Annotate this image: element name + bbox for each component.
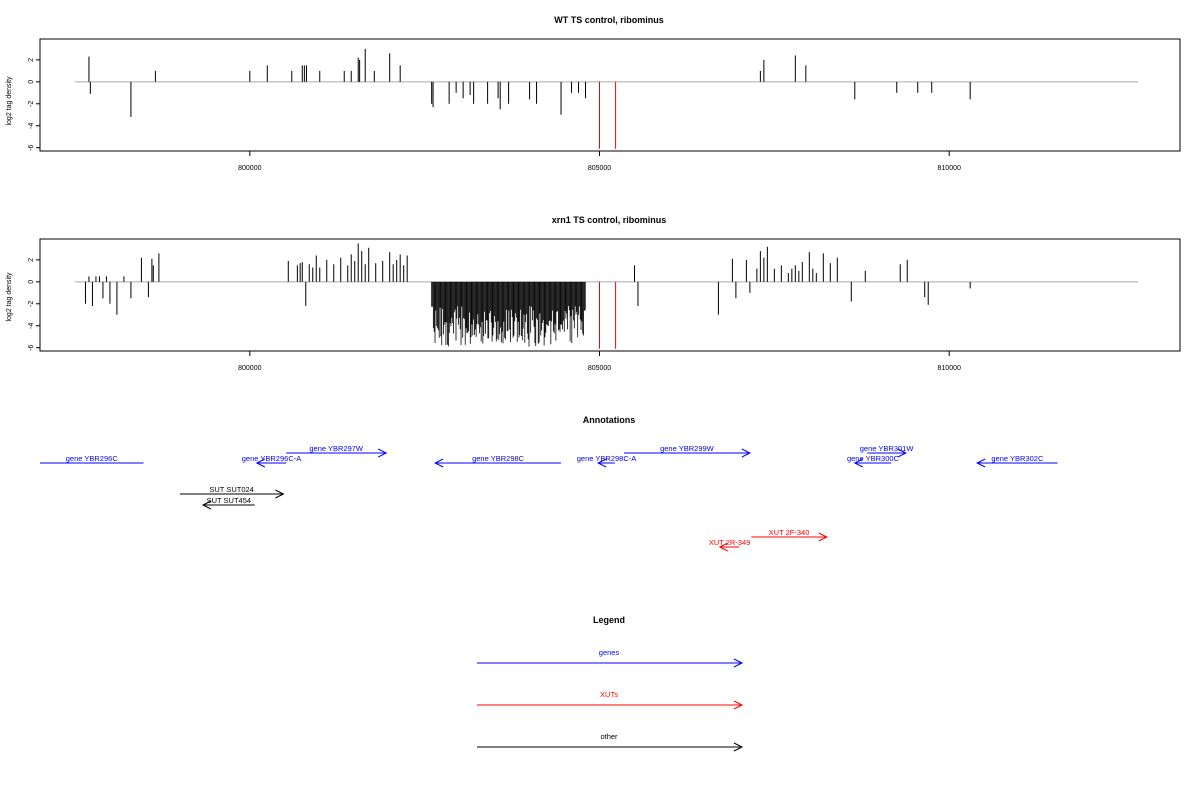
annotation-label: gene YBR298C [472,454,525,463]
xrn1-y-tick-label: -4 [28,323,35,329]
arrow-right-icon [733,658,744,668]
wt-y-axis-label: log2 tag density [6,76,13,126]
xrn1-plot-area: -6 -4 -2 0 2 800000 805000 810000 [28,238,1181,372]
xrn1-y-tick-label: 0 [28,280,35,284]
legend-title: Legend [593,615,625,625]
legend-label: XUTs [600,690,618,699]
wt-plot-area: -6 -4 -2 0 2 800000 805000 810000 [28,38,1181,172]
legend: Legend genes XUTs other [477,615,744,752]
legend-items: genes XUTs other [477,648,744,752]
arrow-left-icon [976,458,986,468]
xrn1-panel: xrn1 TS control, ribominus log2 tag dens… [6,215,1181,372]
annotation-label: gene YBR302C [991,454,1044,463]
xrn1-plot-frame [39,238,1181,352]
wt-panel-title: WT TS control, ribominus [554,15,664,25]
annotation-label: SUT SUT024 [209,485,253,494]
arrow-right-icon [897,448,907,458]
annotation-label: gene YBR300C [847,454,900,463]
arrow-right-icon [377,448,388,458]
wt-y-tick-label: -4 [28,123,35,129]
xrn1-x-tick-label: 810000 [938,365,961,372]
annotations-panel: Annotations gene YBR296C gene YBR296C-Age… [40,415,1058,552]
arrow-left-icon [718,542,729,552]
xrn1-x-tick-label: 805000 [588,365,611,372]
annotations-title: Annotations [583,415,636,425]
wt-y-tick-label: 2 [28,58,35,62]
annotation-tracks: gene YBR296C gene YBR296C-A gene YBR297W ge… [40,444,1058,552]
annotation-label: gene YBR296C-A [242,454,301,463]
wt-panel: WT TS control, ribominus log2 tag densit… [6,15,1181,172]
wt-y-tick-label: 0 [28,80,35,84]
xrn1-y-tick-label: -2 [28,301,35,307]
arrow-right-icon [733,742,744,752]
arrow-right-icon [741,448,751,458]
annotation-label: gene YBR299W [660,444,715,453]
legend-label: other [600,732,618,741]
wt-x-tick-label: 800000 [238,165,261,172]
arrow-left-icon [201,500,212,510]
wt-y-tick-label: -2 [28,101,35,107]
annotation-label: gene YBR296C [66,454,119,463]
arrow-left-icon [434,458,444,468]
arrow-left-icon [255,458,266,468]
arrow-left-icon [853,458,864,468]
xrn1-y-axis-label: log2 tag density [6,272,13,322]
wt-plot-frame [39,38,1181,152]
wt-y-tick-label: -6 [28,144,35,150]
arrow-right-icon [275,489,285,499]
xrn1-x-tick-label: 800000 [238,365,261,372]
legend-label: genes [599,648,620,657]
xrn1-panel-title: xrn1 TS control, ribominus [552,215,667,225]
annotation-label: XUT 2F-340 [769,528,810,537]
xrn1-y-tick-label: 2 [28,258,35,262]
arrow-left-icon [596,458,607,468]
arrow-right-icon [818,532,828,542]
wt-x-tick-label: 810000 [938,165,961,172]
xrn1-y-tick-label: -6 [28,344,35,350]
annotation-label: gene YBR298C-A [577,454,636,463]
annotation-label: gene YBR301W [860,444,915,453]
wt-x-tick-label: 805000 [588,165,611,172]
annotation-label: SUT SUT454 [207,496,251,505]
annotation-label: gene YBR297W [309,444,364,453]
annotation-label: XUT 2R-349 [709,538,751,547]
arrow-right-icon [733,700,744,710]
